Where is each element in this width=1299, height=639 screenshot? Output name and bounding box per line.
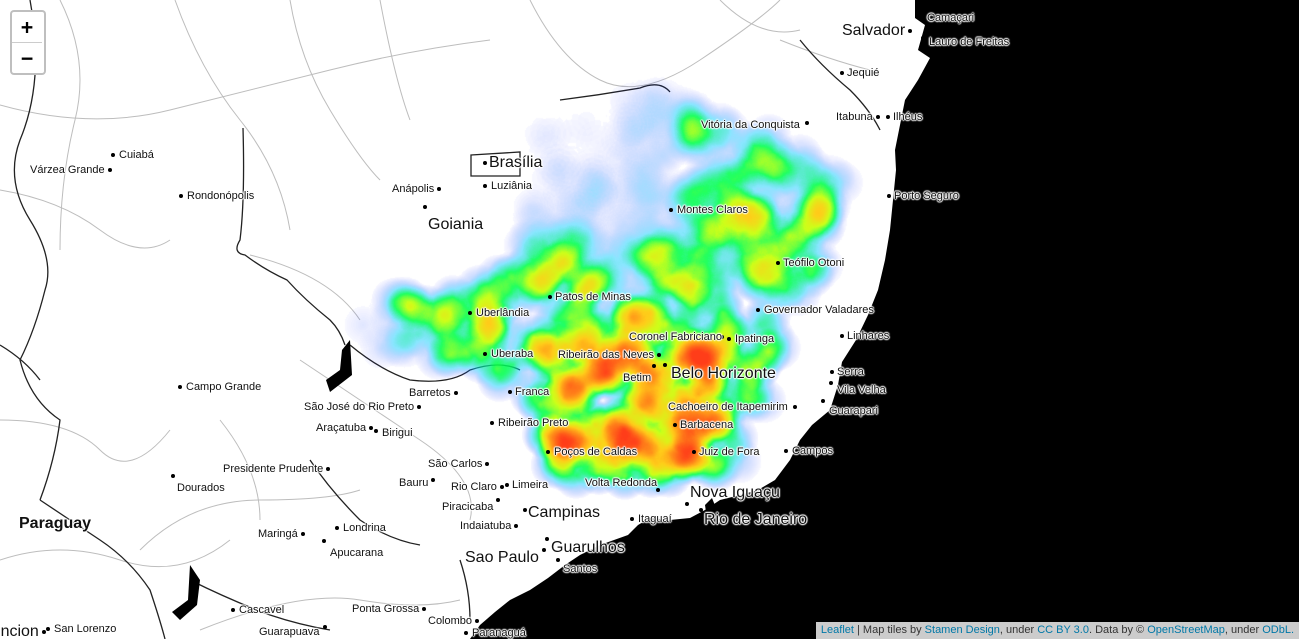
city-label: Guarapuava [259,626,320,638]
city-label: Ponta Grossa [352,603,420,615]
city-label: Jequié [847,67,880,79]
city-label: Sao Paulo [465,549,539,566]
city-label: Uberaba [491,348,534,360]
city-label: Patos de Minas [555,291,631,303]
city-label: Várzea Grande [30,164,105,176]
zoom-control: + − [10,10,46,75]
city-label: Teófilo Otoni [783,257,845,269]
odbl-link[interactable]: ODbL. [1262,624,1294,636]
city-label: Ribeirão das Neves [558,349,654,361]
attribution: Leaflet | Map tiles by Stamen Design, un… [815,622,1299,639]
city-label: Birigui [382,427,413,439]
leaflet-link[interactable]: Leaflet [820,624,854,636]
city-label: Belo Horizonte [671,365,776,382]
city-label: Campo Grande [186,381,262,393]
city-label: Poços de Caldas [554,446,638,458]
city-label: Rondonópolis [187,190,255,202]
zoom-in-button[interactable]: + [20,15,34,39]
osm-link[interactable]: OpenStreetMap [1147,624,1225,636]
city-label: Camaçari [927,12,975,24]
city-label: Brasília [489,154,543,171]
city-label: San Lorenzo [54,623,117,635]
city-label: Uberlândia [476,307,530,319]
attribution-text: | Map tiles by [853,624,925,636]
city-label: Cachoeiro de Itapemirim [668,401,788,413]
city-label: Indaiatuba [460,520,512,532]
stamen-link[interactable]: Stamen Design [924,624,1000,636]
city-label: Campos [792,445,833,457]
city-label: São José do Rio Preto [304,401,415,413]
city-label: Cuiabá [119,149,154,161]
city-label: Dourados [177,482,225,494]
city-label: Porto Seguro [894,190,959,202]
city-label: Goiania [428,216,484,233]
city-label: Barbacena [680,419,734,431]
city-label: Londrina [343,522,386,534]
city-label: Araçatuba [316,422,367,434]
city-label: Rio Claro [451,481,497,493]
city-label: Paranaguá [472,627,526,639]
attribution-text: , under [1224,624,1263,636]
city-label: Anápolis [392,183,435,195]
city-label: Franca [515,386,550,398]
city-label: Colombo [428,615,473,627]
city-label: Cascavel [239,604,285,616]
city-label: Ipatinga [735,333,775,345]
city-label: Piracicaba [442,501,494,513]
city-label: Barretos [409,387,451,399]
city-label: Nova Iguaçu [690,484,780,501]
city-label: Limeira [512,479,549,491]
ccby-link[interactable]: CC BY 3.0 [1037,624,1089,636]
city-label: São Carlos [428,458,483,470]
city-label: Serra [837,366,864,378]
city-label: Volta Redonda [585,477,658,489]
city-label: Santos [563,563,598,575]
city-label: Asuncion [0,623,39,639]
city-label: Presidente Prudente [223,463,324,475]
city-label: Governador Valadares [764,304,874,316]
city-label: Rio de Janeiro [704,511,808,528]
city-label: Itaguaí [638,513,672,525]
city-label: Juiz de Fora [699,446,760,458]
city-label: Bauru [399,477,429,489]
city-label: Maringá [258,528,298,540]
city-label: Apucarana [330,547,384,559]
attribution-text: , under [999,624,1038,636]
city-label: Luziânia [491,180,532,192]
city-label: Coronel Fabriciano [629,331,722,343]
city-label: Ribeirão Preto [498,417,569,429]
city-label: Guarulhos [551,539,625,556]
attribution-text: . Data by © [1088,624,1148,636]
city-label: Vitória da Conquista [701,119,800,131]
city-label: Campinas [528,504,601,521]
city-label: Linhares [847,330,890,342]
zoom-out-button[interactable]: − [12,42,42,73]
city-label: Salvador [842,22,906,39]
city-label: Ilhéus [893,111,923,123]
city-label: Itabuna [836,111,873,123]
country-label: Paraguay [19,515,92,532]
city-label: Lauro de Freitas [929,36,1010,48]
city-label: Betim [623,372,652,384]
city-label: Montes Claros [677,204,748,216]
city-label: Guarapari [829,405,878,417]
city-label: Vila Velha [837,384,886,396]
